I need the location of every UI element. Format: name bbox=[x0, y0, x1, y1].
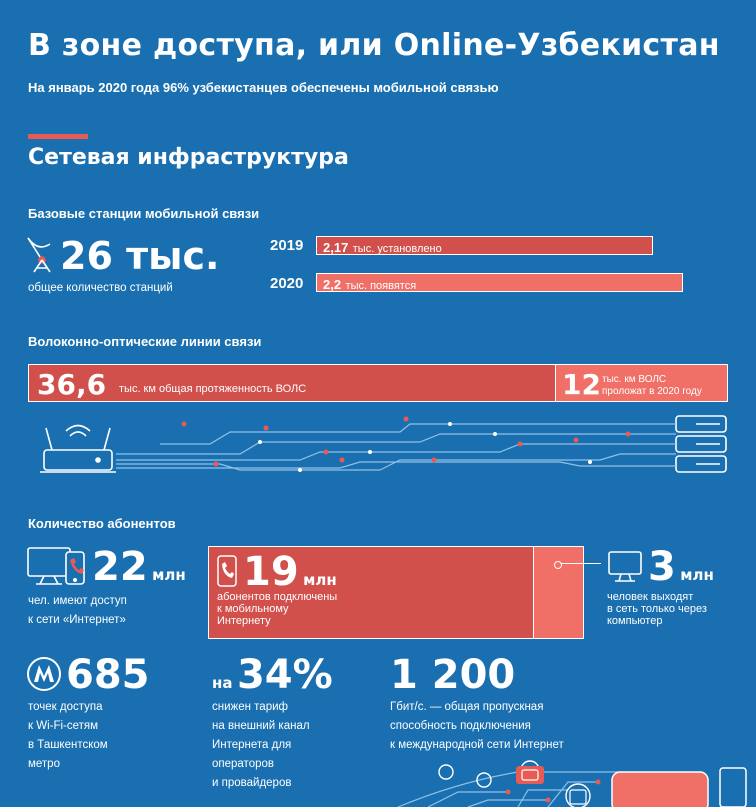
base-stations-total-caption: общее количество станций bbox=[28, 282, 173, 294]
internet-caption-2: к сети «Интернет» bbox=[28, 614, 126, 626]
wifi-caption-4: метро bbox=[28, 758, 60, 770]
wifi-caption-1: точек доступа bbox=[28, 701, 103, 713]
bar-2019-text: тыс. установлено bbox=[352, 243, 442, 255]
internet-caption-1: чел. имеют доступ bbox=[28, 595, 127, 607]
section-title: Сетевая инфраструктура bbox=[28, 145, 349, 170]
wifi-value: 685 bbox=[66, 652, 150, 698]
internet-unit: млн bbox=[152, 566, 186, 584]
internet-value: 22 bbox=[92, 544, 148, 590]
bandwidth-value: 1 200 bbox=[390, 652, 516, 698]
page-subtitle: На январь 2020 года 96% узбекистанцев об… bbox=[28, 80, 499, 95]
mobile-value: 19 bbox=[243, 549, 299, 595]
year-2020-label: 2020 bbox=[270, 275, 304, 292]
wifi-caption-3: в Ташкентском bbox=[28, 739, 108, 751]
year-2019-label: 2019 bbox=[270, 237, 304, 254]
mobile-caption-3: Интернету bbox=[217, 615, 271, 627]
bar-2020-value: 2,2 bbox=[323, 277, 342, 292]
base-stations-total: 26 тыс. bbox=[60, 234, 220, 278]
tariff-caption-1: снижен тариф bbox=[212, 701, 288, 713]
tariff-caption-2: на внешний канал bbox=[212, 720, 310, 732]
fiber-total-text: тыс. км общая протяженность ВОЛС bbox=[119, 383, 307, 395]
tariff-prefix: на bbox=[212, 674, 233, 692]
bandwidth-caption-3: к международной сети Интернет bbox=[390, 739, 564, 751]
mobile-caption-1: абонентов подключены bbox=[217, 591, 338, 603]
mobile-unit: млн bbox=[303, 571, 337, 589]
phone-icon bbox=[217, 555, 237, 587]
tariff-caption-5: и провайдеров bbox=[212, 777, 292, 789]
fiber-total-bar: 36,6 тыс. км общая протяженность ВОЛС bbox=[28, 364, 556, 402]
wifi-caption-2: к Wi-Fi-сетям bbox=[28, 720, 99, 732]
mobile-caption-2: к мобильному bbox=[217, 603, 289, 615]
connector-line bbox=[561, 563, 601, 564]
computer-caption-3: компьютер bbox=[607, 615, 663, 627]
fiber-total-value: 36,6 bbox=[37, 368, 107, 401]
antenna-icon bbox=[27, 237, 51, 273]
computer-value: 3 bbox=[648, 544, 676, 590]
mobile-subscribers-bar: 19 млн абонентов подключены к мобильному… bbox=[208, 546, 534, 639]
fiber-heading: Волоконно-оптические линии связи bbox=[28, 334, 262, 349]
bar-2020: 2,2 тыс. появятся bbox=[316, 273, 683, 292]
monitor-icon bbox=[608, 551, 642, 582]
tariff-value: 34% bbox=[236, 652, 333, 698]
subscribers-heading: Количество абонентов bbox=[28, 516, 176, 531]
fiber-new-text-1: тыс. км ВОЛС bbox=[602, 374, 667, 385]
metro-icon bbox=[27, 657, 61, 691]
accent-divider bbox=[28, 134, 88, 139]
router-icon bbox=[40, 424, 116, 473]
fiber-new-bar: 12 тыс. км ВОЛС проложат в 2020 году bbox=[555, 364, 728, 402]
computer-caption-2: в сеть только через bbox=[607, 603, 707, 615]
computer-unit: млн bbox=[680, 566, 714, 584]
page-title: В зоне доступа, или Online-Узбекистан bbox=[28, 28, 720, 63]
network-illustration bbox=[40, 415, 727, 473]
devices-illustration bbox=[397, 760, 747, 807]
server-icon bbox=[675, 415, 727, 473]
tariff-caption-3: Интернета для bbox=[212, 739, 292, 751]
computer-subscribers-bar bbox=[533, 546, 584, 639]
bar-2019-value: 2,17 bbox=[323, 240, 349, 255]
fiber-new-value: 12 bbox=[562, 368, 601, 401]
tariff-caption-4: операторов bbox=[212, 758, 274, 770]
base-stations-heading: Базовые станции мобильной связи bbox=[28, 206, 260, 221]
bar-2019: 2,17 тыс. установлено bbox=[316, 236, 653, 255]
bandwidth-caption-1: Гбит/с. — общая пропускная bbox=[390, 701, 544, 713]
computer-caption-1: человек выходят bbox=[607, 591, 694, 603]
fiber-new-text-2: проложат в 2020 году bbox=[602, 386, 702, 397]
bandwidth-caption-2: способность подключения bbox=[390, 720, 531, 732]
bar-2020-text: тыс. появятся bbox=[345, 280, 417, 292]
computer-phone-icon bbox=[27, 547, 85, 585]
